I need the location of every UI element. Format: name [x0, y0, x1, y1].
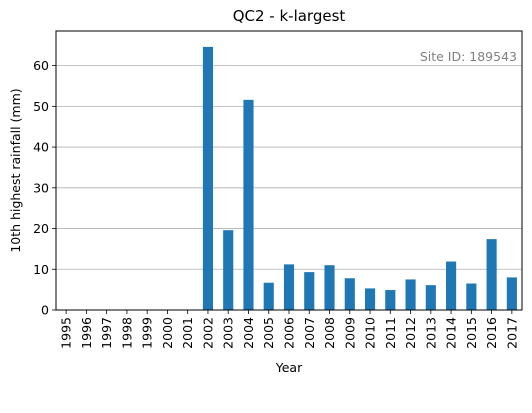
bar	[506, 277, 517, 310]
x-tick-label: 2008	[322, 317, 337, 349]
y-tick-label: 60	[33, 58, 49, 73]
x-tick-label: 2003	[221, 317, 236, 349]
bar	[263, 282, 274, 310]
y-tick-label: 40	[33, 140, 49, 155]
x-tick-label: 2014	[444, 317, 459, 349]
bar	[283, 264, 295, 310]
x-tick-label: 2016	[484, 317, 499, 349]
x-tick-label: 2009	[342, 317, 357, 349]
bar	[385, 290, 396, 310]
bar	[364, 288, 376, 310]
x-tick-label: 2007	[302, 317, 317, 349]
gridlines	[56, 65, 522, 270]
bar	[344, 278, 355, 310]
x-tick-label: 1995	[59, 317, 74, 349]
x-tick-label: 2015	[464, 317, 479, 349]
bar	[324, 265, 335, 310]
x-tick-label: 1997	[99, 317, 114, 349]
y-tick-label: 0	[41, 303, 49, 318]
bar	[243, 99, 254, 310]
y-axis-label: 10th highest rainfall (mm)	[8, 88, 23, 252]
x-tick-label: 2006	[282, 317, 297, 349]
y-tick-label: 10	[33, 262, 49, 277]
x-axis-ticks: 1995 1996 1997 1998 1999 2000 2001 2002 2003 2004…	[59, 310, 519, 349]
x-tick-label: 2011	[383, 317, 398, 349]
x-tick-label: 2010	[363, 317, 378, 349]
x-tick-label: 2013	[423, 317, 438, 349]
bars	[202, 46, 517, 310]
bar	[202, 46, 214, 310]
x-tick-label: 1998	[119, 317, 134, 349]
x-tick-label: 1996	[79, 317, 94, 349]
bar	[486, 239, 497, 310]
bar	[466, 283, 477, 310]
x-tick-label: 2005	[261, 317, 276, 349]
x-axis-label: Year	[275, 360, 303, 375]
x-tick-label: 1999	[140, 317, 155, 349]
x-tick-label: 2017	[504, 317, 519, 349]
x-tick-label: 2002	[200, 317, 215, 349]
bar	[405, 279, 416, 310]
x-tick-label: 2012	[403, 317, 418, 349]
y-tick-label: 50	[33, 99, 49, 114]
bar	[304, 272, 315, 310]
y-tick-label: 30	[33, 180, 49, 195]
y-tick-label: 20	[33, 221, 49, 236]
x-tick-label: 2000	[160, 317, 175, 349]
chart-title: QC2 - k-largest	[233, 7, 346, 25]
bar	[425, 285, 436, 310]
x-tick-label: 2004	[241, 317, 256, 349]
bar	[223, 230, 234, 310]
y-axis-ticks: 0 10 20 30 40 50 60	[33, 58, 56, 318]
x-tick-label: 2001	[180, 317, 195, 349]
bar	[446, 261, 457, 310]
site-id-annotation: Site ID: 189543	[420, 49, 517, 64]
